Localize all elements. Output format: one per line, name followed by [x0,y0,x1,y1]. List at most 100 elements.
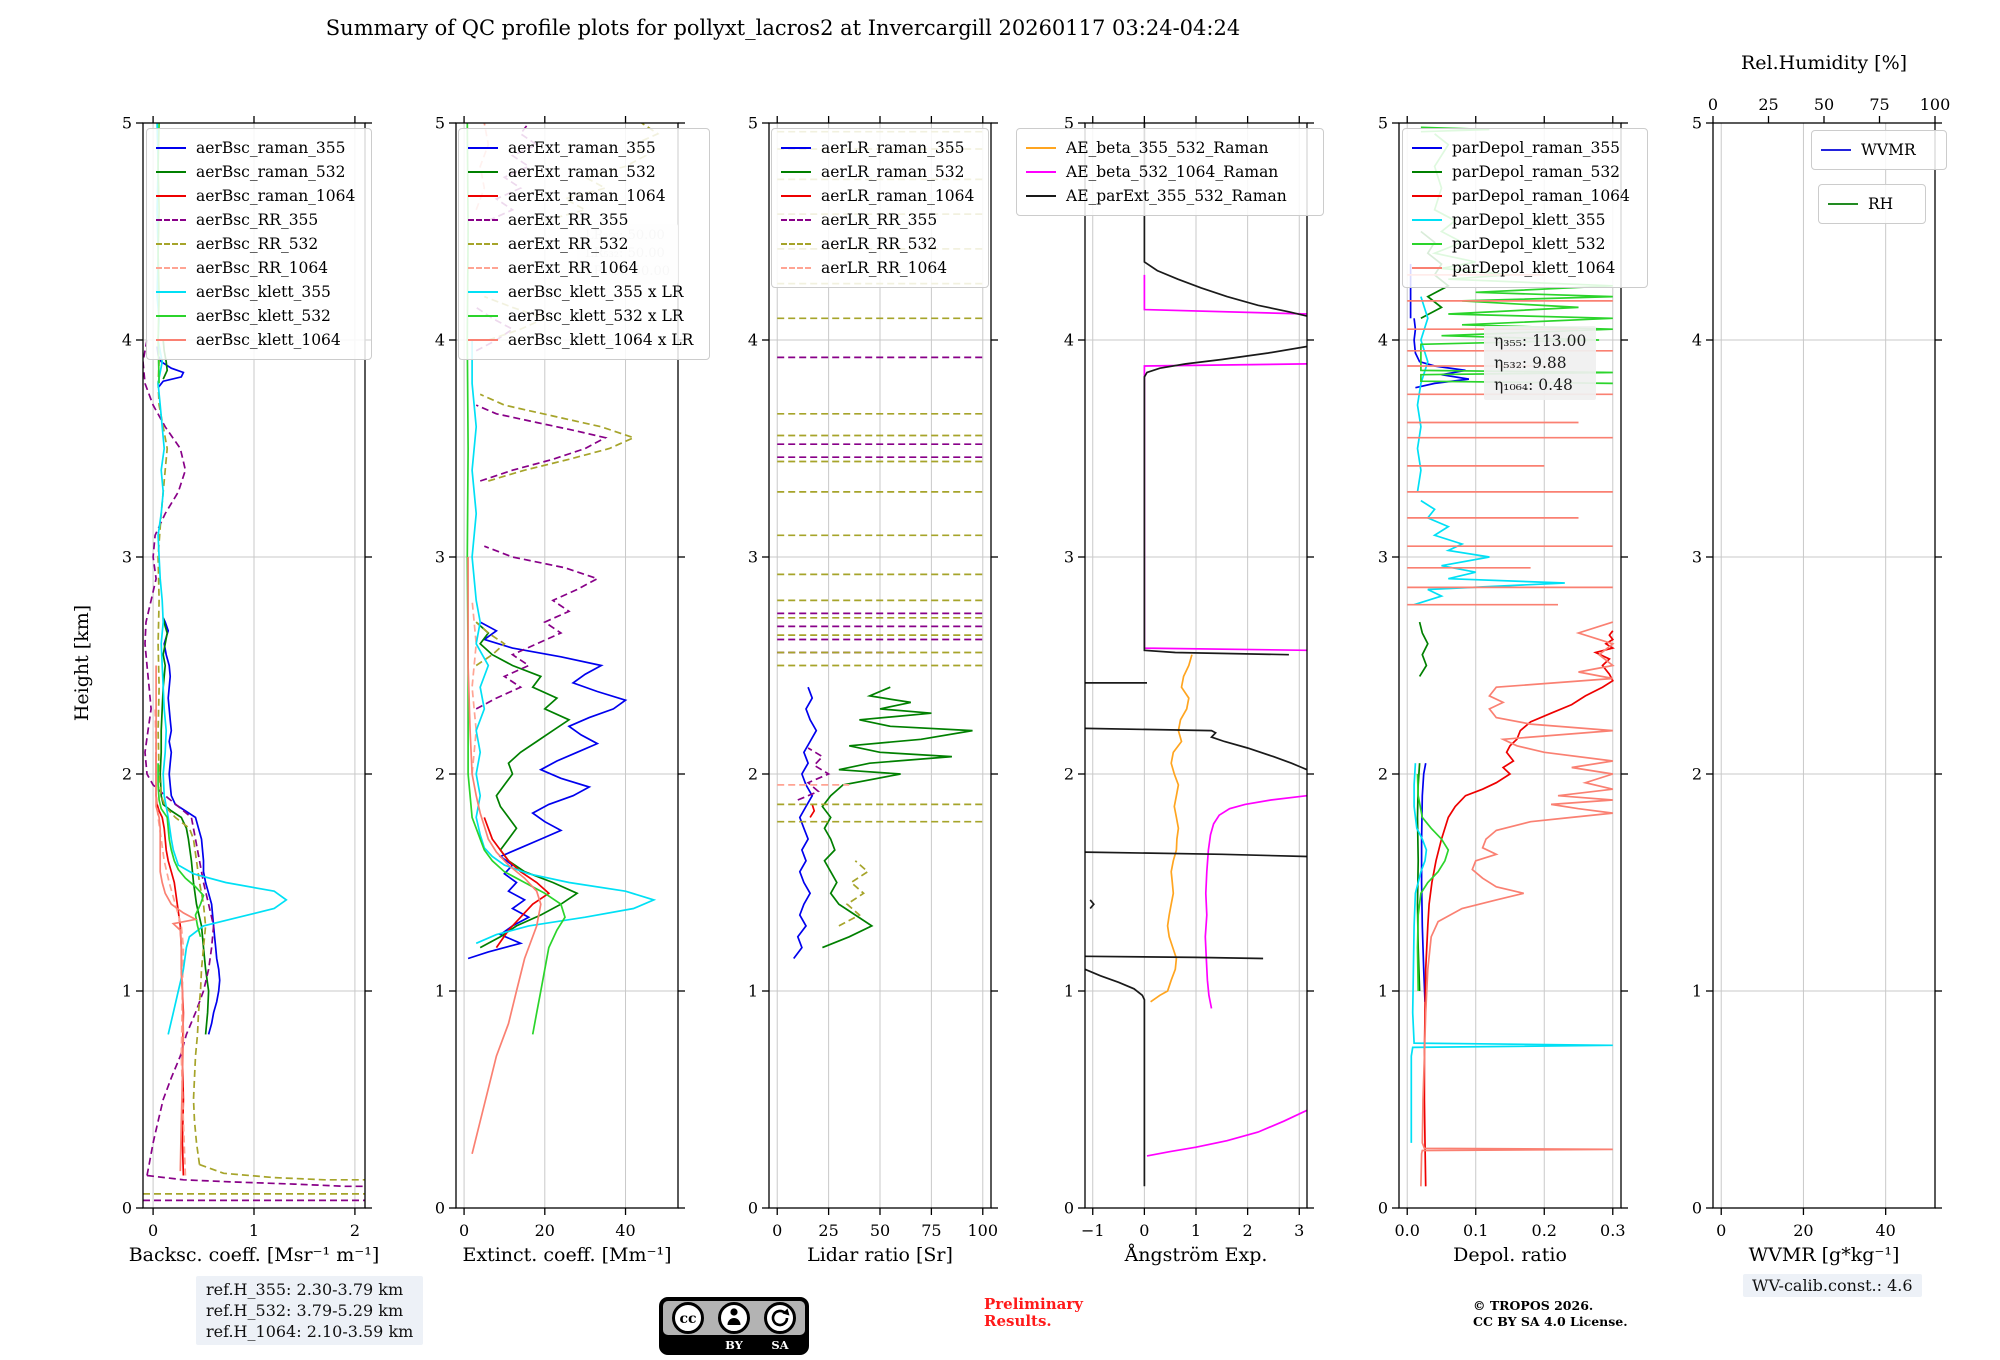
svg-text:2: 2 [1064,765,1074,784]
legend-label: aerExt_raman_1064 [508,187,666,205]
copyright-note: © TROPOS 2026. CC BY SA 4.0 License. [1473,1298,1628,1329]
legend-item-aerBsc_RR_1064: aerBsc_RR_1064 [156,256,362,280]
series-aerLR_raman_1064 [809,804,816,818]
svg-text:2: 2 [122,765,132,784]
legend-panel-1: aerBsc_raman_355 aerBsc_raman_532 aerBsc_r… [146,128,372,360]
legend-item-parDepol_raman_1064: parDepol_raman_1064 [1412,184,1638,208]
svg-text:5: 5 [435,114,445,133]
svg-text:75: 75 [921,1221,941,1240]
legend-panel-5: parDepol_raman_355 parDepol_raman_532 parD… [1402,128,1648,288]
legend-item-aerLR_RR_355: aerLR_RR_355 [781,208,979,232]
legend-item-aerBsc_klett_1064: aerBsc_klett_1064 [156,328,362,352]
legend-item-aerExt_RR_532: aerExt_RR_532 [468,232,700,256]
legend-label: parDepol_raman_532 [1452,163,1621,181]
tick-labels-extinction: 0 20 40 0 1 2 3 4 5 [435,114,636,1241]
legend-line-sample-aerExt_raman_1064 [468,195,498,197]
legend-label: aerBsc_klett_1064 x LR [508,331,694,349]
svg-text:3: 3 [435,548,445,567]
ticks-depol_ratio [1392,116,1628,1215]
svg-text:1: 1 [1378,982,1388,1001]
svg-text:4: 4 [122,331,132,350]
tick-labels-backscatter: 0 1 2 0 1 2 3 4 5 [122,114,360,1241]
cc-icon: cc [679,1311,696,1327]
legend-line-sample-aerBsc_klett_532 x LR [468,315,498,317]
svg-text:2: 2 [748,765,758,784]
legend-line-sample-aerBsc_RR_355 [156,219,186,221]
preliminary-results-note: Preliminary Results. [984,1295,1083,1330]
svg-text:0: 0 [122,1199,132,1218]
svg-text:3: 3 [748,548,758,567]
svg-text:2: 2 [435,765,445,784]
svg-text:0: 0 [1692,1199,1702,1218]
legend-label: AE_beta_532_1064_Raman [1066,163,1279,181]
svg-text:50: 50 [870,1221,890,1240]
svg-text:4: 4 [748,331,758,350]
series-AE_beta_532_1064_Raman [1143,274,1307,1157]
svg-text:5: 5 [1378,114,1388,133]
svg-text:0: 0 [772,1221,782,1240]
legend-line-sample-aerBsc_raman_355 [156,147,186,149]
legend-line-sample-aerLR_raman_1064 [781,195,811,197]
legend-label: aerExt_RR_355 [508,211,629,229]
eta-values-box: η₃₅₅: 113.00 η₅₃₂: 9.88 η₁₀₆₄: 0.48 [1484,326,1597,400]
svg-text:5: 5 [1692,114,1702,133]
svg-text:20: 20 [1793,1221,1813,1240]
legend-label: parDepol_klett_532 [1452,235,1606,253]
legend-item-parDepol_raman_355: parDepol_raman_355 [1412,136,1638,160]
svg-text:2: 2 [1243,1221,1253,1240]
legend-label: aerBsc_RR_1064 [196,259,329,277]
legend-label: aerLR_raman_532 [821,163,965,181]
legend-item-aerBsc_RR_532: aerBsc_RR_532 [156,232,362,256]
legend-label: aerLR_RR_1064 [821,259,948,277]
series-aerBsc_klett_355 x LR [471,340,657,945]
legend-line-sample-aerExt_RR_1064 [468,267,498,269]
panel-angstrom: −1 0 1 2 3 0 1 2 3 4 5 [1064,114,1314,1240]
tick-labels-depol_ratio: 0.0 0.1 0.2 0.3 0 1 2 3 4 5 [1378,114,1626,1241]
svg-text:0: 0 [459,1221,469,1240]
legend-line-sample-aerExt_RR_355 [468,219,498,221]
svg-text:2: 2 [1692,765,1702,784]
legend-line-sample-aerBsc_klett_1064 [156,339,186,341]
series-aerBsc_klett_1064 [155,665,199,1172]
legend-label: aerExt_raman_355 [508,139,656,157]
svg-text:4: 4 [1378,331,1388,350]
legend-line-sample-aerBsc_RR_532 [156,243,186,245]
legend-line-sample-aerBsc_raman_532 [156,171,186,173]
eta-532-value: η₅₃₂: 9.88 [1494,354,1567,372]
svg-text:75: 75 [1869,95,1889,114]
svg-text:3: 3 [1064,548,1074,567]
legend-line-sample-aerBsc_klett_532 [156,315,186,317]
svg-text:25: 25 [1758,95,1778,114]
panel-extinction: 0 20 40 0 1 2 3 4 5 [435,114,685,1241]
wv-calibration-constant: WV-calib.const.: 4.6 [1743,1274,1922,1297]
legend-line-sample-WVMR [1821,149,1851,151]
svg-text:1: 1 [748,982,758,1001]
svg-text:0.0: 0.0 [1394,1221,1419,1240]
legend-line-sample-aerBsc_klett_355 x LR [468,291,498,293]
legend-line-sample-parDepol_raman_532 [1412,171,1442,173]
legend-item-aerExt_raman_532: aerExt_raman_532 [468,160,700,184]
svg-text:0: 0 [748,1199,758,1218]
legend-label: aerBsc_klett_355 [196,283,331,301]
legend-panel-3: aerLR_raman_355 aerLR_raman_532 aerLR_rama… [771,128,989,288]
xlabel-depol: Depol. ratio [1453,1244,1567,1266]
legend-label: aerBsc_raman_1064 [196,187,356,205]
legend-item-aerLR_raman_355: aerLR_raman_355 [781,136,979,160]
panel-depol_ratio: 0.0 0.1 0.2 0.3 0 1 2 3 4 5 [1378,114,1628,1241]
legend-line-sample-RH [1828,203,1858,205]
svg-text:4: 4 [1064,331,1074,350]
figure-title: Summary of QC profile plots for pollyxt_… [325,16,1241,40]
svg-text:4: 4 [435,331,445,350]
series-aerLR_raman_532 [821,686,973,949]
legend-line-sample-aerLR_RR_355 [781,219,811,221]
svg-text:1: 1 [435,982,445,1001]
legend-label: parDepol_raman_355 [1452,139,1621,157]
svg-text:25: 25 [818,1221,838,1240]
svg-text:0: 0 [1708,95,1718,114]
panel-backscatter: 0 1 2 0 1 2 3 4 5 [122,114,372,1241]
legend-line-sample-aerBsc_klett_355 [156,291,186,293]
cc-license-badge: cc BY SA [658,1296,810,1360]
legend-line-sample-aerLR_RR_1064 [781,267,811,269]
legend-label: aerBsc_RR_532 [196,235,319,253]
